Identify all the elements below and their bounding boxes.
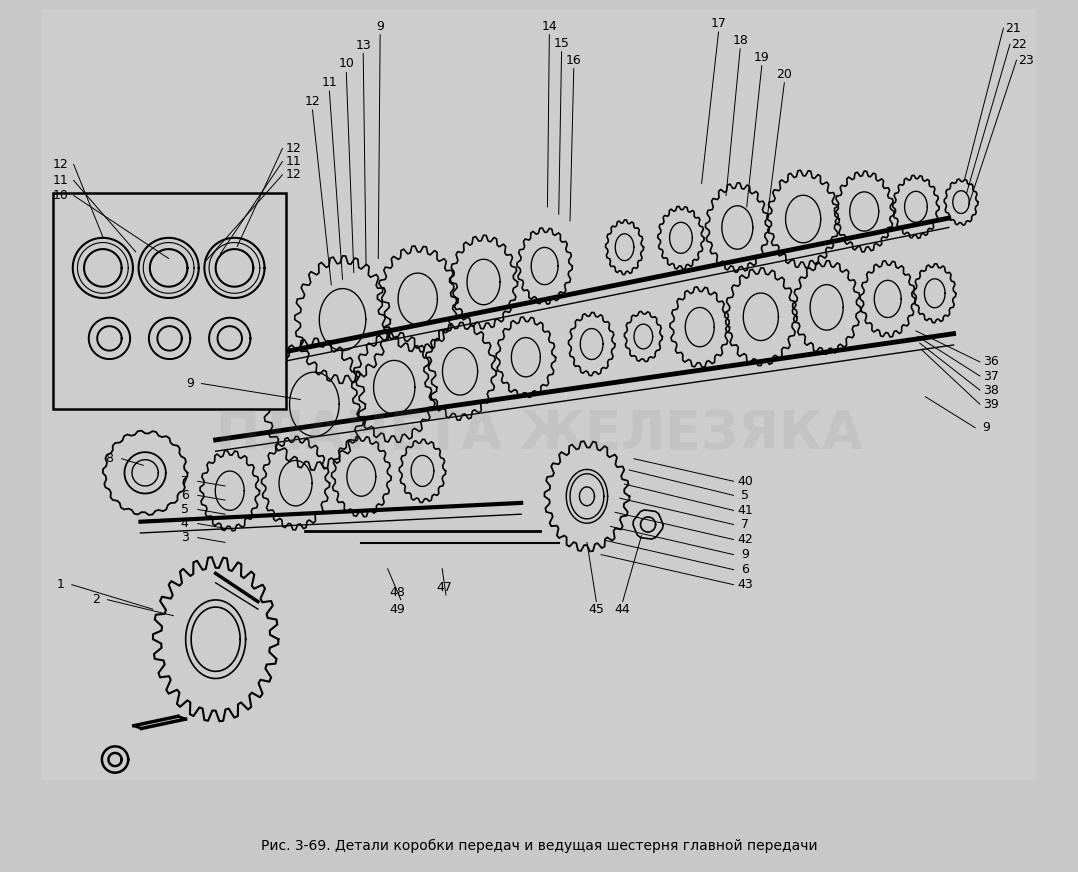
- Text: 45: 45: [589, 603, 605, 616]
- Text: 17: 17: [710, 17, 727, 30]
- Text: 39: 39: [983, 398, 999, 411]
- Text: 36: 36: [983, 356, 999, 368]
- Text: 23: 23: [1018, 54, 1034, 66]
- Text: 19: 19: [754, 51, 770, 64]
- Text: ПЛАНЕТА ЖЕЛЕЗЯКА: ПЛАНЕТА ЖЕЛЕЗЯКА: [216, 408, 862, 460]
- Text: 37: 37: [983, 370, 999, 383]
- Text: 10: 10: [338, 58, 355, 71]
- Text: 11: 11: [53, 174, 68, 187]
- Text: 13: 13: [356, 38, 371, 51]
- Text: 1: 1: [57, 578, 65, 591]
- Text: 6: 6: [181, 489, 189, 502]
- Text: 42: 42: [737, 533, 752, 546]
- Text: 47: 47: [437, 581, 452, 594]
- Text: 44: 44: [614, 603, 631, 616]
- Text: 12: 12: [305, 95, 320, 108]
- Text: 9: 9: [982, 421, 991, 434]
- Text: 12: 12: [53, 158, 68, 171]
- Text: 3: 3: [181, 531, 189, 544]
- Text: 20: 20: [776, 68, 792, 81]
- Text: 9: 9: [186, 377, 194, 390]
- Text: 9: 9: [741, 548, 749, 561]
- Text: 48: 48: [389, 586, 405, 599]
- Text: 5: 5: [181, 503, 189, 516]
- Text: 2: 2: [93, 593, 100, 606]
- Text: 49: 49: [389, 603, 405, 616]
- Text: 40: 40: [737, 474, 752, 487]
- Bar: [53, 193, 286, 409]
- Text: 18: 18: [732, 34, 748, 47]
- Text: 9: 9: [376, 20, 384, 33]
- Text: 11: 11: [321, 76, 337, 89]
- Text: 41: 41: [737, 504, 752, 517]
- Text: 22: 22: [1011, 37, 1027, 51]
- Text: 14: 14: [541, 20, 557, 33]
- Text: 10: 10: [53, 189, 69, 202]
- Text: 15: 15: [554, 37, 569, 50]
- Text: 7: 7: [741, 518, 749, 531]
- Text: 8: 8: [106, 453, 113, 466]
- Text: 16: 16: [566, 54, 582, 66]
- Text: 7: 7: [181, 474, 189, 487]
- Text: 11: 11: [286, 155, 302, 168]
- Text: 5: 5: [741, 489, 749, 502]
- Text: 6: 6: [741, 563, 749, 576]
- Text: 38: 38: [983, 384, 999, 397]
- Text: Рис. 3-69. Детали коробки передач и ведущая шестерня главной передачи: Рис. 3-69. Детали коробки передач и веду…: [261, 839, 817, 853]
- Text: 12: 12: [286, 142, 302, 155]
- Text: 4: 4: [181, 517, 189, 530]
- Text: 21: 21: [1005, 22, 1021, 35]
- Text: 43: 43: [737, 578, 752, 591]
- Text: 12: 12: [286, 168, 302, 181]
